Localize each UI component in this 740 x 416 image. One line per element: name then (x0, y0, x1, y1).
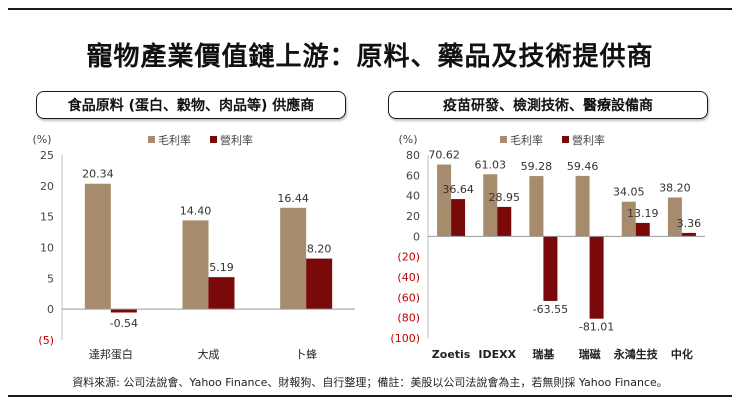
y-tick-label: (5) (38, 334, 54, 347)
bar-gross-2 (280, 207, 307, 310)
value-label: 14.40 (180, 204, 212, 217)
y-tick-label: (60) (397, 291, 420, 304)
legend-swatch-1 (562, 136, 569, 143)
value-label: -0.54 (110, 317, 138, 330)
value-label: -81.01 (579, 321, 614, 334)
unit-label: (%) (398, 133, 417, 146)
bar-operating-1 (208, 277, 235, 310)
category-label: 中化 (671, 347, 693, 361)
bar-gross-3 (575, 175, 590, 237)
value-label: 59.28 (521, 160, 553, 173)
category-label: 卜蜂 (295, 347, 317, 361)
category-label: IDEXX (478, 348, 516, 361)
bar-gross-1 (483, 174, 498, 237)
value-label: 34.05 (613, 186, 645, 199)
y-tick-label: 0 (47, 303, 54, 316)
y-tick-label: 40 (406, 190, 420, 203)
value-label: 28.95 (489, 191, 521, 204)
y-tick-label: 10 (40, 242, 54, 255)
y-tick-label: 0 (413, 230, 420, 243)
bar-gross-5 (667, 197, 682, 237)
y-tick-label: 20 (406, 210, 420, 223)
y-tick-label: 25 (40, 149, 54, 162)
bar-gross-4 (621, 201, 636, 237)
bar-operating-5 (681, 232, 696, 237)
panel-title-right-text: 疫苗研發、檢測技術、醫療設備商 (443, 98, 653, 114)
y-tick-label: 80 (406, 149, 420, 162)
value-label: 36.64 (442, 183, 474, 196)
top-rule (8, 8, 732, 10)
value-label: 16.44 (277, 192, 309, 205)
category-label: 瑞磁 (579, 347, 601, 361)
bar-operating-1 (497, 206, 512, 237)
legend-label-1: 營利率 (220, 133, 253, 147)
y-tick-label: 20 (40, 180, 54, 193)
bar-operating-2 (306, 258, 333, 310)
y-tick-label: (40) (397, 271, 420, 284)
bar-operating-0 (451, 199, 466, 237)
bar-gross-1 (182, 220, 209, 310)
panel-title-left: 食品原料 (蛋白、穀物、肉品等) 供應商 (36, 91, 346, 119)
bar-operating-2 (543, 236, 558, 301)
source-footer: 資料來源: 公司法說會、Yahoo Finance、財報狗、自行整理；備註：美股… (72, 376, 668, 389)
legend-swatch-0 (148, 136, 155, 143)
category-label: 大成 (198, 347, 220, 361)
bar-gross-0 (84, 183, 111, 310)
value-label: 59.46 (567, 160, 599, 173)
category-label: 達邦蛋白 (89, 347, 133, 361)
legend-label-1: 營利率 (572, 133, 605, 147)
page-title: 寵物產業價值鏈上游：原料、藥品及技術提供商 (86, 42, 654, 72)
legend-swatch-0 (500, 136, 507, 143)
y-tick-label: (80) (397, 312, 420, 325)
y-tick-label: 60 (406, 169, 420, 182)
panel-title-right: 疫苗研發、檢測技術、醫療設備商 (388, 91, 708, 119)
category-label: 瑞基 (532, 347, 555, 361)
value-label: 20.34 (82, 168, 114, 181)
y-tick-label: (100) (390, 332, 420, 345)
bar-operating-4 (635, 222, 650, 237)
value-label: 5.19 (209, 261, 234, 274)
value-label: 61.03 (475, 158, 507, 171)
bar-operating-3 (589, 236, 604, 319)
value-label: 70.62 (428, 149, 460, 162)
y-tick-label: 5 (47, 272, 54, 285)
value-label: 38.20 (659, 181, 691, 194)
value-label: -63.55 (533, 303, 568, 316)
y-tick-label: (20) (397, 251, 420, 264)
value-label: 13.19 (627, 207, 659, 220)
value-label: 3.36 (677, 217, 702, 230)
legend-label-0: 毛利率 (158, 133, 191, 147)
bottom-rule (8, 395, 732, 397)
legend-swatch-1 (210, 136, 217, 143)
bar-operating-0 (110, 309, 137, 313)
unit-label: (%) (32, 133, 51, 146)
category-label: Zoetis (432, 348, 471, 361)
legend-label-0: 毛利率 (510, 133, 543, 147)
panel-title-left-text: 食品原料 (蛋白、穀物、肉品等) 供應商 (67, 98, 315, 114)
bar-gross-0 (437, 164, 452, 237)
bar-gross-2 (529, 176, 544, 237)
category-label: 永鴻生技 (613, 347, 659, 361)
y-tick-label: 15 (40, 211, 54, 224)
value-label: 8.20 (307, 243, 332, 256)
